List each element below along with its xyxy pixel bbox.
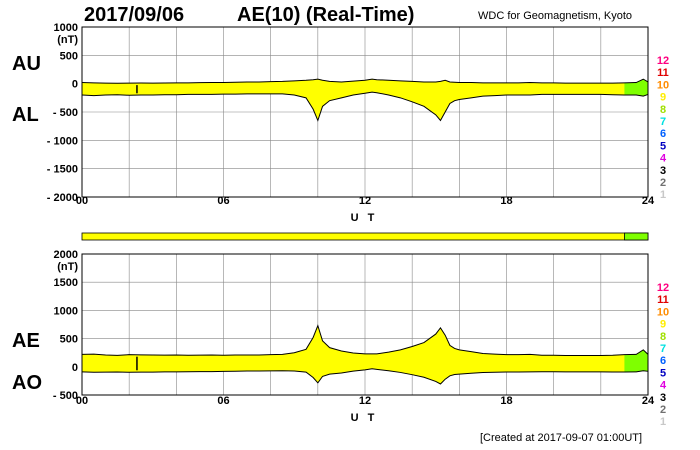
upper-plot-frame <box>81 26 649 198</box>
upper-legend-number-10: 10 <box>657 79 669 91</box>
upper-x-tick-label: 24 <box>642 195 655 207</box>
lower-x-tick-label: 06 <box>217 395 229 407</box>
date-label: 2017/09/06 <box>84 4 185 26</box>
lower-legend-number-10: 10 <box>657 306 669 318</box>
upper-x-axis-label: U T <box>351 212 378 224</box>
upper-band-fill <box>82 79 648 121</box>
lower-x-tick-label: 00 <box>76 395 88 407</box>
upper-y-tick-label: - 2000 <box>47 192 78 204</box>
lower-plot-frame <box>81 253 649 396</box>
status-bar-recent <box>624 232 649 241</box>
upper-series-label-al: AL <box>12 104 39 126</box>
upper-legend-number-6: 6 <box>660 128 666 140</box>
lower-y-tick-label: 0 <box>72 362 78 374</box>
lower-unit-label: (nT) <box>57 261 78 273</box>
upper-unit-label: (nT) <box>57 34 78 46</box>
lower-y-tick-label: 500 <box>60 334 78 346</box>
lower-legend-number-2: 2 <box>660 404 666 416</box>
upper-legend-number-2: 2 <box>660 177 666 189</box>
lower-band-fill <box>82 325 648 385</box>
upper-legend-number-9: 9 <box>660 92 666 104</box>
lower-y-tick-label: - 500 <box>53 390 78 402</box>
organization-label: WDC for Geomagnetism, Kyoto <box>478 10 633 22</box>
lower-x-tick-label: 24 <box>642 395 655 407</box>
upper-y-tick-label: 500 <box>60 50 78 62</box>
upper-x-tick-label: 18 <box>500 195 512 207</box>
lower-series-ae <box>81 324 649 357</box>
lower-x-tick-label: 12 <box>359 395 371 407</box>
lower-legend-number-12: 12 <box>657 282 669 294</box>
upper-legend-number-11: 11 <box>657 67 669 79</box>
upper-legend-number-3: 3 <box>660 165 666 177</box>
upper-y-tick-label: - 1000 <box>47 135 78 147</box>
upper-x-tick-label: 12 <box>359 195 371 207</box>
lower-legend-number-8: 8 <box>660 331 666 343</box>
lower-series-ao <box>81 368 649 385</box>
created-timestamp: [Created at 2017-09-07 01:00UT] <box>480 432 643 444</box>
upper-y-tick-label: 0 <box>72 79 78 91</box>
lower-x-axis-label: U T <box>351 412 378 424</box>
lower-legend-number-5: 5 <box>660 367 666 379</box>
upper-legend-number-1: 1 <box>660 189 666 201</box>
upper-legend-number-5: 5 <box>660 140 666 152</box>
upper-y-tick-label: - 500 <box>53 107 78 119</box>
lower-legend-number-6: 6 <box>660 355 666 367</box>
lower-y-tick-label: 1500 <box>54 277 78 289</box>
upper-legend-number-4: 4 <box>660 153 667 165</box>
upper-series-al <box>81 91 649 122</box>
lower-legend-number-1: 1 <box>660 416 666 428</box>
upper-x-tick-label: 06 <box>217 195 229 207</box>
upper-band-recent <box>624 79 648 97</box>
lower-legend-number-4: 4 <box>660 380 667 392</box>
lower-y-tick-label: 2000 <box>54 249 78 261</box>
upper-legend-number-7: 7 <box>660 116 666 128</box>
lower-y-tick-label: 1000 <box>54 305 78 317</box>
lower-legend-number-7: 7 <box>660 343 666 355</box>
upper-series-au <box>81 78 649 84</box>
upper-series-label-au: AU <box>12 53 41 75</box>
upper-x-tick-label: 00 <box>76 195 88 207</box>
upper-legend-number-12: 12 <box>657 55 669 67</box>
upper-y-tick-label: - 1500 <box>47 164 78 176</box>
upper-y-tick-label: 1000 <box>54 22 78 34</box>
upper-legend-number-8: 8 <box>660 104 666 116</box>
status-bar <box>81 232 649 241</box>
lower-band-recent <box>624 349 648 372</box>
lower-series-label-ao: AO <box>12 372 42 394</box>
chart-title: AE(10) (Real-Time) <box>237 4 415 26</box>
lower-series-label-ae: AE <box>12 330 40 352</box>
lower-legend-number-9: 9 <box>660 319 666 331</box>
lower-legend-number-3: 3 <box>660 392 666 404</box>
lower-x-tick-label: 18 <box>500 395 512 407</box>
lower-legend-number-11: 11 <box>657 294 669 306</box>
